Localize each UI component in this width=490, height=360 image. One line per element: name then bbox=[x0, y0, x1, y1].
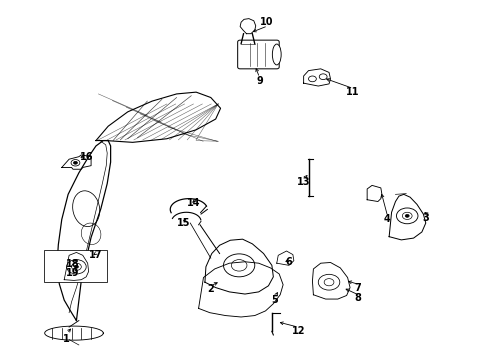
Text: 11: 11 bbox=[346, 87, 359, 97]
Polygon shape bbox=[96, 92, 220, 142]
Polygon shape bbox=[62, 155, 91, 169]
Text: 10: 10 bbox=[260, 17, 274, 27]
Polygon shape bbox=[304, 69, 331, 86]
Polygon shape bbox=[57, 140, 111, 320]
Text: 15: 15 bbox=[177, 218, 191, 228]
Text: 3: 3 bbox=[422, 213, 429, 222]
Polygon shape bbox=[205, 239, 273, 294]
Text: 19: 19 bbox=[66, 268, 80, 278]
Text: 9: 9 bbox=[256, 76, 263, 86]
Ellipse shape bbox=[272, 44, 281, 65]
Text: 6: 6 bbox=[286, 257, 293, 267]
Text: 7: 7 bbox=[354, 283, 361, 293]
Polygon shape bbox=[198, 262, 283, 317]
Polygon shape bbox=[313, 262, 350, 299]
Text: 1: 1 bbox=[63, 333, 70, 343]
Text: 13: 13 bbox=[297, 177, 310, 187]
Circle shape bbox=[74, 161, 77, 164]
Circle shape bbox=[74, 265, 78, 268]
Text: 5: 5 bbox=[271, 295, 278, 305]
Text: 14: 14 bbox=[187, 198, 200, 208]
Polygon shape bbox=[64, 252, 89, 280]
Circle shape bbox=[405, 215, 409, 217]
Polygon shape bbox=[367, 185, 382, 202]
Circle shape bbox=[71, 159, 80, 166]
Text: 12: 12 bbox=[292, 326, 305, 336]
Text: 17: 17 bbox=[89, 250, 103, 260]
Polygon shape bbox=[45, 326, 103, 340]
Text: 4: 4 bbox=[383, 215, 390, 224]
Text: 18: 18 bbox=[66, 259, 80, 269]
Bar bbox=[44, 250, 107, 282]
Text: 8: 8 bbox=[354, 293, 361, 303]
Polygon shape bbox=[240, 19, 256, 34]
Polygon shape bbox=[389, 194, 426, 240]
Text: 16: 16 bbox=[79, 152, 93, 162]
FancyBboxPatch shape bbox=[238, 40, 279, 69]
Polygon shape bbox=[277, 251, 294, 265]
Text: 2: 2 bbox=[207, 284, 214, 294]
